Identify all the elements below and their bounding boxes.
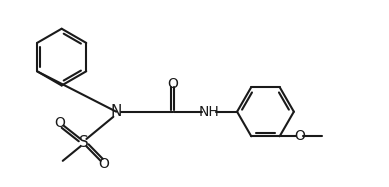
Text: O: O xyxy=(98,157,109,171)
Text: NH: NH xyxy=(199,105,219,119)
Text: O: O xyxy=(167,77,178,91)
Text: O: O xyxy=(54,116,65,130)
Text: N: N xyxy=(110,104,122,119)
Text: O: O xyxy=(294,129,305,143)
Text: S: S xyxy=(79,135,88,150)
